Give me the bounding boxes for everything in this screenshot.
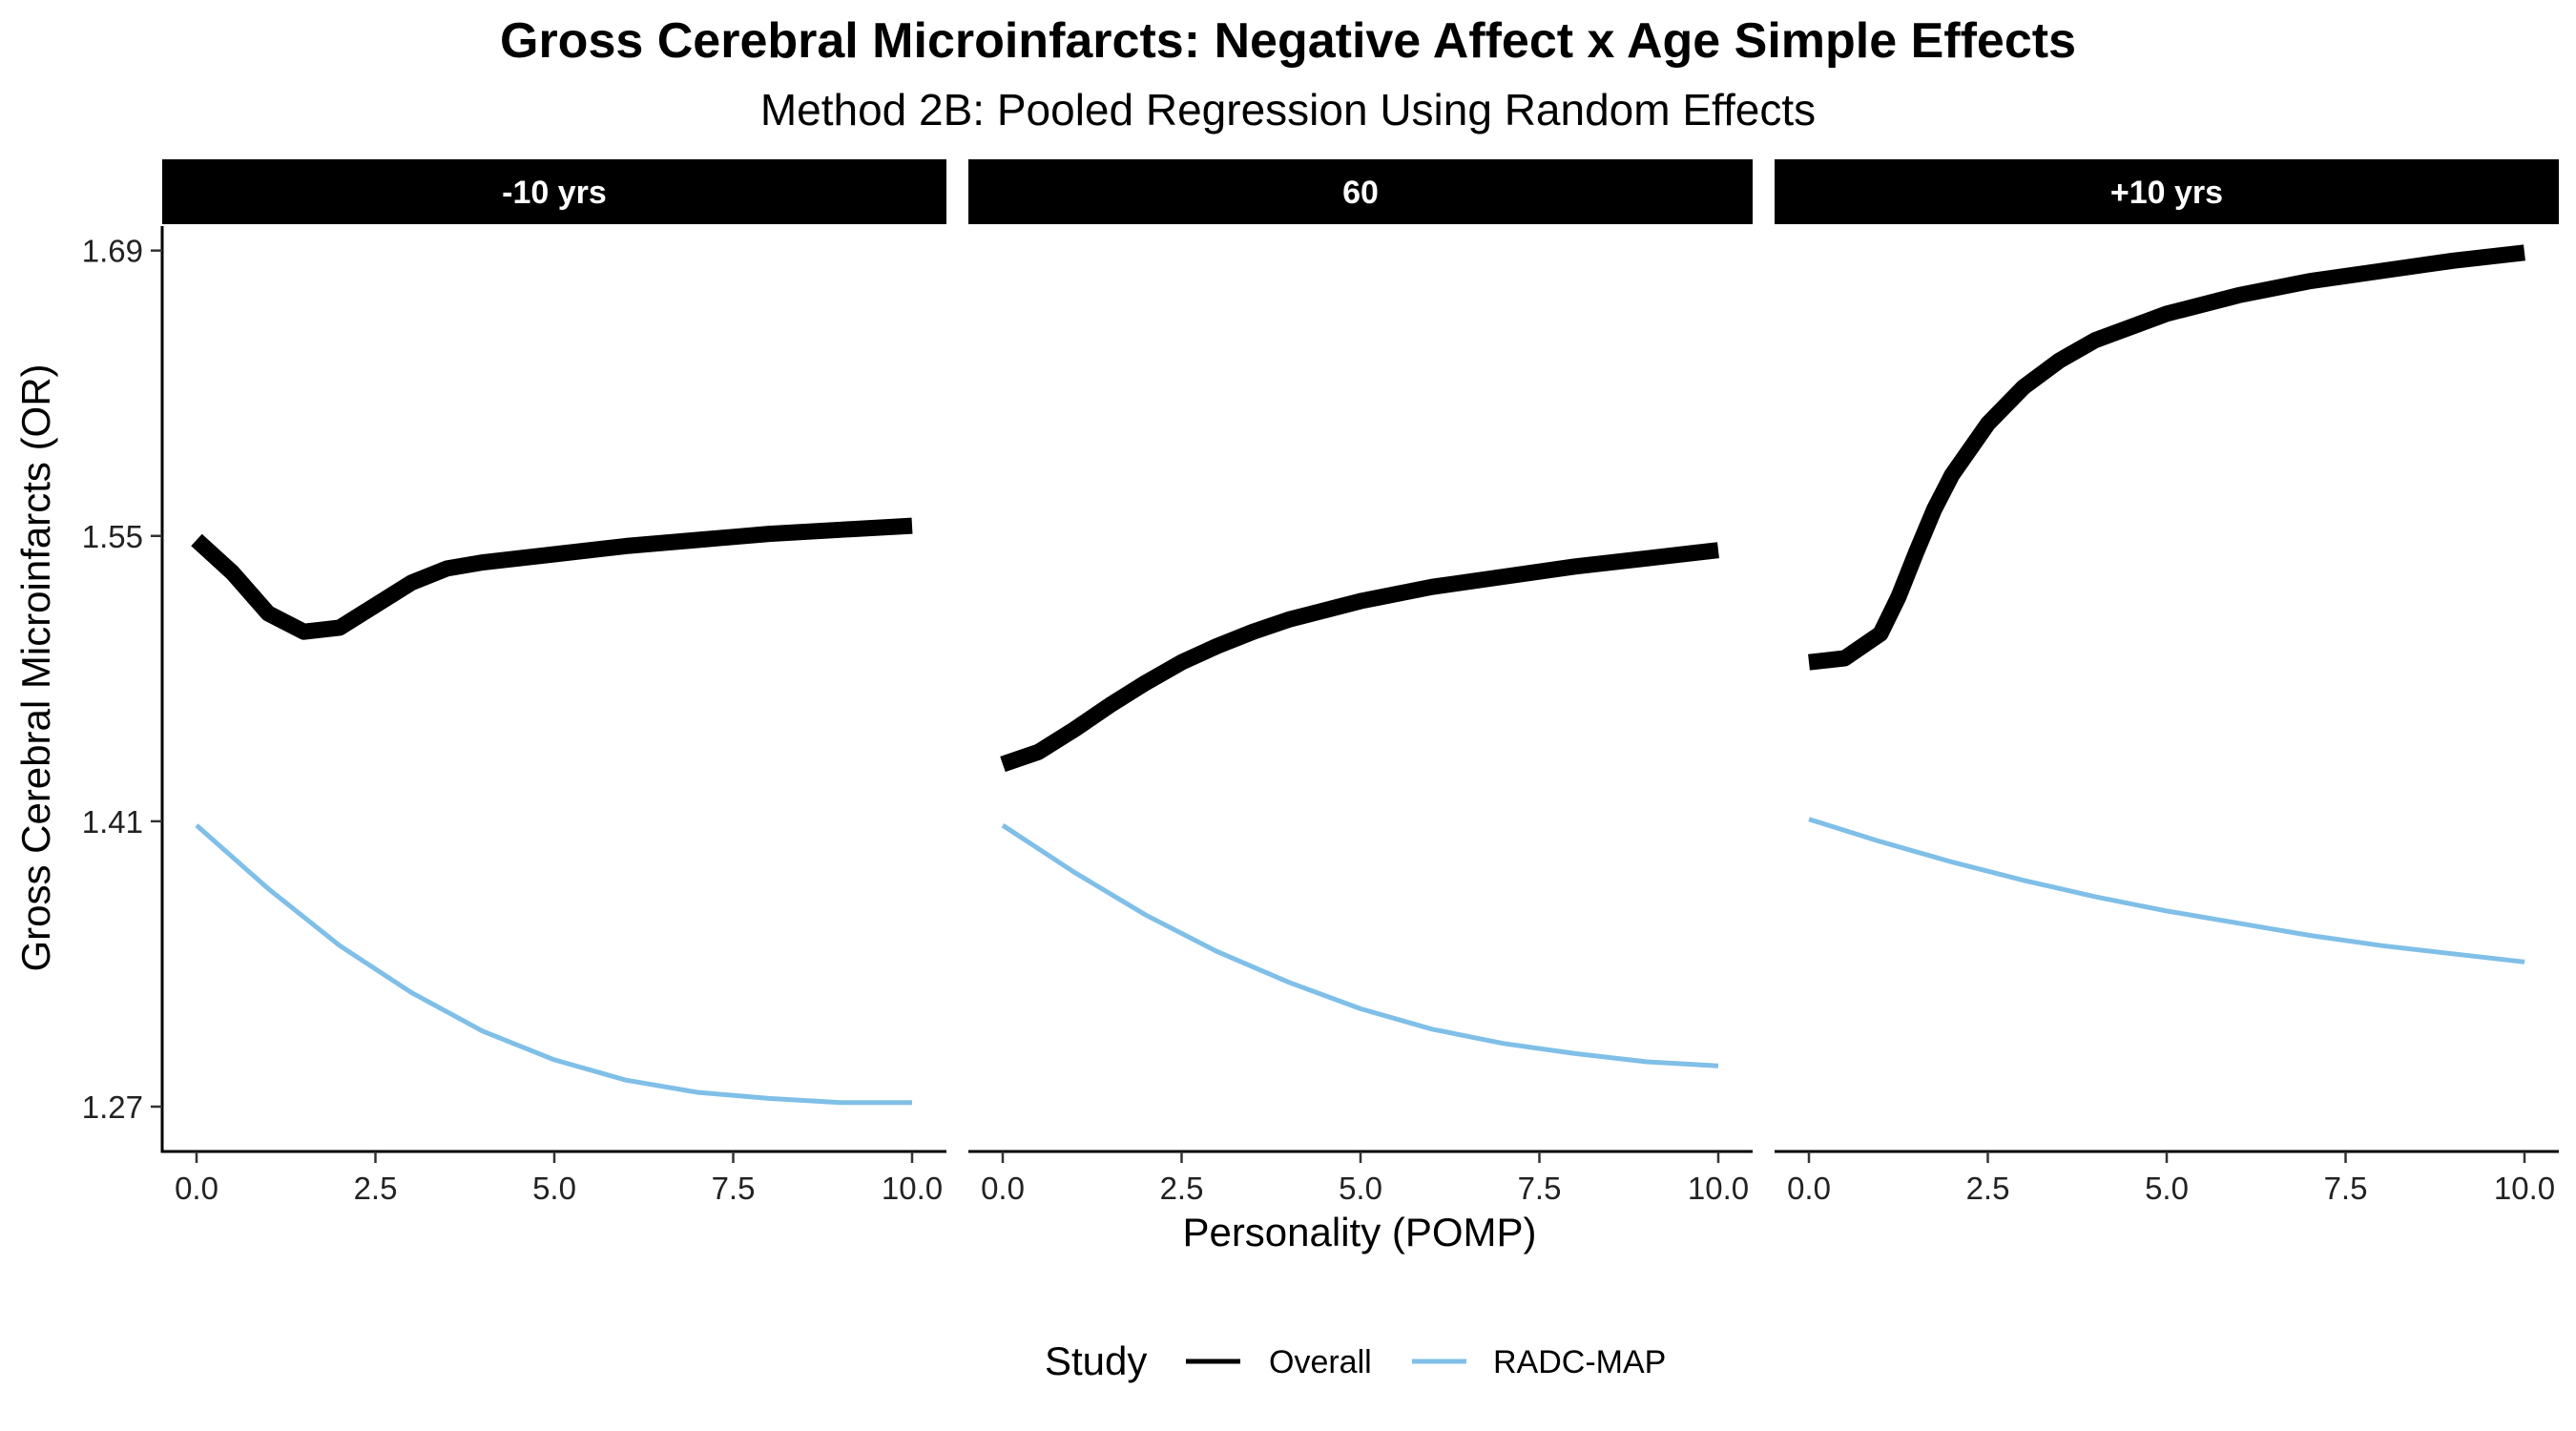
legend: Study Overall RADC-MAP: [1045, 1338, 1666, 1383]
facet-strip-label: +10 yrs: [2110, 175, 2223, 211]
x-tick-label: 2.5: [1160, 1171, 1204, 1206]
x-tick-label: 7.5: [712, 1171, 756, 1206]
x-tick-label: 7.5: [1518, 1171, 1562, 1206]
legend-title: Study: [1045, 1338, 1147, 1383]
facet-panel-3: +10 yrs 0.0 2.5 5.0 7.5 10.0: [1775, 159, 2559, 1206]
series-line-radc-map: [1001, 823, 1719, 1068]
facet-strip: [1775, 159, 2559, 224]
facet-panel-1: -10 yrs 0.0 2.5 5.0 7.5 10.0: [162, 159, 946, 1206]
y-axis-title: Gross Cerebral Microinfarcts (OR): [13, 363, 58, 971]
facet-strip: [162, 159, 946, 224]
legend-label-overall: Overall: [1269, 1344, 1372, 1380]
facet-panels: -10 yrs 0.0 2.5 5.0 7.5 10.0 60 0.0 2.5 5.0 7.5 10.…: [82, 159, 2559, 1206]
series-line-overall: [191, 517, 913, 640]
x-tick-label: 10.0: [1688, 1171, 1749, 1206]
y-tick-label: 1.69: [82, 234, 143, 269]
facet-strip: [968, 159, 1753, 224]
legend-label-radc-map: RADC-MAP: [1493, 1344, 1666, 1380]
facet-strip-label: -10 yrs: [502, 175, 607, 211]
facet-strip-label: 60: [1342, 175, 1379, 211]
y-tick-label: 1.27: [82, 1089, 143, 1125]
x-tick-label: 10.0: [882, 1171, 943, 1206]
facet-panel-2: 60 0.0 2.5 5.0 7.5 10.0: [968, 159, 1753, 1206]
x-tick-label: 5.0: [2145, 1171, 2189, 1206]
x-tick-label: 2.5: [1966, 1171, 2010, 1206]
x-axis-title: Personality (POMP): [1182, 1210, 1536, 1255]
series-line-radc-map: [1808, 817, 2525, 964]
series-line-overall: [1808, 244, 2525, 671]
x-tick-label: 0.0: [1787, 1171, 1831, 1206]
series-line-overall: [1000, 542, 1719, 773]
x-tick-label: 5.0: [532, 1171, 576, 1206]
chart-subtitle: Method 2B: Pooled Regression Using Rando…: [760, 85, 1816, 135]
x-tick-label: 5.0: [1339, 1171, 1382, 1206]
y-tick-label: 1.55: [82, 519, 143, 554]
y-tick-label: 1.41: [82, 804, 143, 840]
x-tick-label: 0.0: [175, 1171, 218, 1206]
chart-title: Gross Cerebral Microinfarcts: Negative A…: [500, 13, 2076, 69]
x-tick-label: 0.0: [981, 1171, 1025, 1206]
series-line-radc-map: [195, 823, 912, 1106]
x-tick-label: 2.5: [354, 1171, 398, 1206]
x-tick-label: 7.5: [2324, 1171, 2368, 1206]
x-tick-label: 10.0: [2494, 1171, 2555, 1206]
